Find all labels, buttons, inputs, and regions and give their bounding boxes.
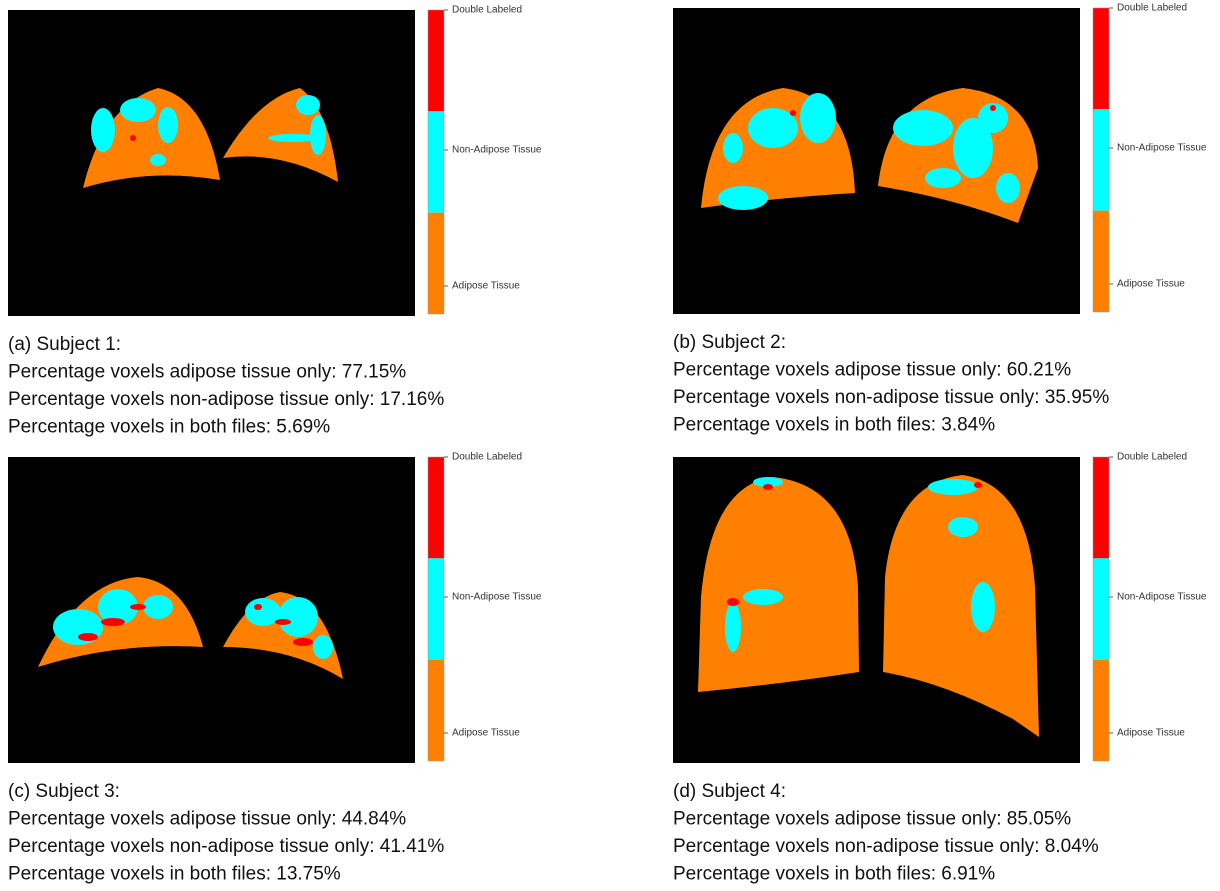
colorbar-segment <box>1093 8 1109 109</box>
colorbar-segment <box>1093 211 1109 312</box>
panel: Double Labeled Non-Adipose Tissue Adipose … <box>673 3 1207 436</box>
non-adipose-region <box>723 133 743 163</box>
non-adipose-region <box>268 134 318 142</box>
non-adipose-region <box>150 154 166 166</box>
caption-line: (b) Subject 2: <box>673 332 786 353</box>
double-labeled-region <box>275 619 291 625</box>
colorbar-label: Non-Adipose Tissue <box>452 592 542 603</box>
colorbar-segment <box>1093 660 1109 761</box>
caption-line: Percentage voxels non-adipose tissue onl… <box>673 387 1109 408</box>
panel: Double Labeled Non-Adipose Tissue Adipose … <box>673 452 1207 885</box>
non-adipose-region <box>893 110 953 146</box>
caption-line: Percentage voxels non-adipose tissue onl… <box>673 836 1099 857</box>
colorbar-label: Double Labeled <box>452 452 522 463</box>
colorbar-segment <box>428 457 444 558</box>
colorbar-label: Double Labeled <box>1117 3 1187 14</box>
caption-line: Percentage voxels non-adipose tissue onl… <box>8 836 444 857</box>
caption-line: Percentage voxels in both files: 13.75% <box>8 864 341 885</box>
colorbar-label: Double Labeled <box>1117 452 1187 463</box>
double-labeled-region <box>293 638 313 646</box>
non-adipose-region <box>158 107 178 143</box>
double-labeled-region <box>990 105 996 111</box>
double-labeled-region <box>101 618 125 626</box>
caption-line: Percentage voxels in both files: 5.69% <box>8 417 330 438</box>
double-labeled-region <box>974 482 982 488</box>
double-labeled-region <box>763 484 773 490</box>
caption-line: Percentage voxels adipose tissue only: 7… <box>8 362 406 383</box>
colorbar-label: Adipose Tissue <box>452 728 520 739</box>
colorbar-segment <box>1093 558 1109 659</box>
colorbar-label: Non-Adipose Tissue <box>1117 592 1207 603</box>
double-labeled-region <box>78 633 98 641</box>
colorbar-label: Adipose Tissue <box>1117 279 1185 290</box>
colorbar-segment <box>428 213 444 314</box>
panel: Double Labeled Non-Adipose Tissue Adipose … <box>8 452 542 885</box>
caption-line: Percentage voxels in both files: 3.84% <box>673 415 995 436</box>
non-adipose-region <box>91 108 115 152</box>
double-labeled-region <box>130 604 146 610</box>
caption-line: Percentage voxels in both files: 6.91% <box>673 864 995 885</box>
non-adipose-region <box>928 479 978 495</box>
colorbar-label: Adipose Tissue <box>1117 728 1185 739</box>
non-adipose-region <box>971 582 995 632</box>
non-adipose-region <box>278 597 318 637</box>
non-adipose-region <box>313 635 333 659</box>
non-adipose-region <box>948 517 978 537</box>
colorbar-segment <box>1093 109 1109 210</box>
caption-line: Percentage voxels non-adipose tissue onl… <box>8 389 444 410</box>
double-labeled-region <box>727 598 739 606</box>
colorbar-segment <box>428 660 444 761</box>
non-adipose-region <box>296 95 320 115</box>
panel: Double Labeled Non-Adipose Tissue Adipose … <box>8 5 542 438</box>
non-adipose-region <box>120 98 156 122</box>
figure: Double Labeled Non-Adipose Tissue Adipose … <box>0 0 1220 891</box>
non-adipose-region <box>743 589 783 605</box>
caption-line: Percentage voxels adipose tissue only: 4… <box>8 809 406 830</box>
colorbar-segment <box>428 111 444 212</box>
non-adipose-region <box>718 186 768 210</box>
colorbar-label: Adipose Tissue <box>452 281 520 292</box>
colorbar-segment <box>428 558 444 659</box>
caption-line: (d) Subject 4: <box>673 781 786 802</box>
colorbar-segment <box>428 10 444 111</box>
double-labeled-region <box>254 604 262 610</box>
non-adipose-region <box>996 173 1020 203</box>
colorbar-label: Non-Adipose Tissue <box>452 145 542 156</box>
non-adipose-region <box>310 115 326 155</box>
caption-line: (c) Subject 3: <box>8 781 120 802</box>
colorbar-segment <box>1093 457 1109 558</box>
colorbar-label: Non-Adipose Tissue <box>1117 143 1207 154</box>
non-adipose-region <box>800 93 836 143</box>
non-adipose-region <box>143 595 173 619</box>
non-adipose-region <box>925 168 961 188</box>
colorbar-label: Double Labeled <box>452 5 522 16</box>
non-adipose-region <box>725 602 741 652</box>
caption-line: Percentage voxels adipose tissue only: 6… <box>673 360 1071 381</box>
double-labeled-region <box>790 110 796 116</box>
image-background <box>8 457 415 763</box>
double-labeled-region <box>130 135 136 141</box>
caption-line: Percentage voxels adipose tissue only: 8… <box>673 809 1071 830</box>
caption-line: (a) Subject 1: <box>8 334 121 355</box>
